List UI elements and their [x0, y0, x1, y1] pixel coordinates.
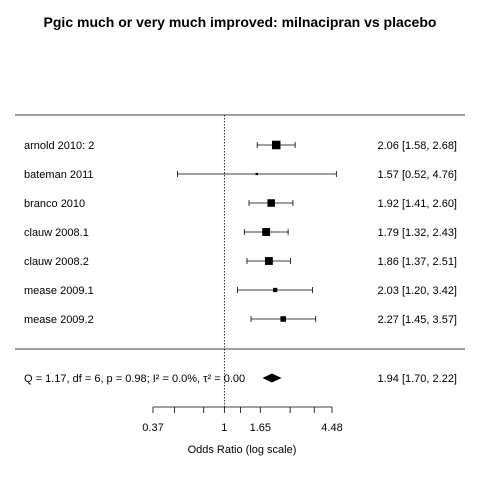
point-estimate	[273, 287, 278, 293]
study-ci-text: 1.79 [1.32, 2.43]	[377, 227, 457, 239]
x-tick-label: 4.48	[321, 422, 342, 434]
study-row: clauw 2008.2 1.86 [1.37, 2.51]	[24, 256, 457, 268]
study-label: bateman 2011	[24, 169, 94, 181]
point-estimate	[280, 316, 286, 322]
chart-title: Pgic much or very much improved: milnaci…	[44, 14, 437, 30]
study-ci-text: 2.06 [1.58, 2.68]	[377, 140, 457, 152]
summary-diamond	[262, 373, 282, 383]
study-ci-text: 1.92 [1.41, 2.60]	[377, 198, 457, 210]
study-label: clauw 2008.2	[24, 256, 89, 268]
point-estimate	[255, 172, 258, 176]
study-ci-text: 1.86 [1.37, 2.51]	[377, 256, 457, 268]
study-label: mease 2009.1	[24, 285, 94, 297]
study-ci-text: 1.57 [0.52, 4.76]	[377, 169, 457, 181]
study-row: branco 2010 1.92 [1.41, 2.60]	[24, 198, 457, 210]
study-ci-text: 2.03 [1.20, 3.42]	[377, 285, 457, 297]
point-estimate	[264, 257, 273, 265]
study-label: mease 2009.2	[24, 314, 94, 326]
point-estimate	[271, 140, 281, 150]
point-estimate	[262, 228, 271, 236]
study-row: mease 2009.1 2.03 [1.20, 3.42]	[24, 285, 457, 297]
x-tick-label: 1.65	[250, 422, 271, 434]
heterogeneity-stats: Q = 1.17, df = 6, p = 0.98; I² = 0.0%, τ…	[24, 373, 245, 385]
study-row: mease 2009.2 2.27 [1.45, 3.57]	[24, 314, 457, 326]
x-tick-label: 1	[221, 422, 227, 434]
study-label: arnold 2010: 2	[24, 140, 94, 152]
study-label: clauw 2008.1	[24, 227, 89, 239]
point-estimate	[267, 199, 275, 207]
x-axis: 0.37 1 1.65 4.48	[142, 406, 343, 434]
x-axis-label: Odds Ratio (log scale)	[188, 444, 297, 456]
study-row: bateman 2011 1.57 [0.52, 4.76]	[24, 169, 457, 181]
x-tick-label: 0.37	[142, 422, 163, 434]
study-ci-text: 2.27 [1.45, 3.57]	[377, 314, 457, 326]
study-rows: arnold 2010: 2 2.06 [1.58, 2.68] bateman 2…	[24, 140, 457, 326]
study-row: clauw 2008.1 1.79 [1.32, 2.43]	[24, 227, 457, 239]
summary-ci-text: 1.94 [1.70, 2.22]	[377, 373, 457, 385]
study-row: arnold 2010: 2 2.06 [1.58, 2.68]	[24, 140, 457, 152]
study-label: branco 2010	[24, 198, 85, 210]
